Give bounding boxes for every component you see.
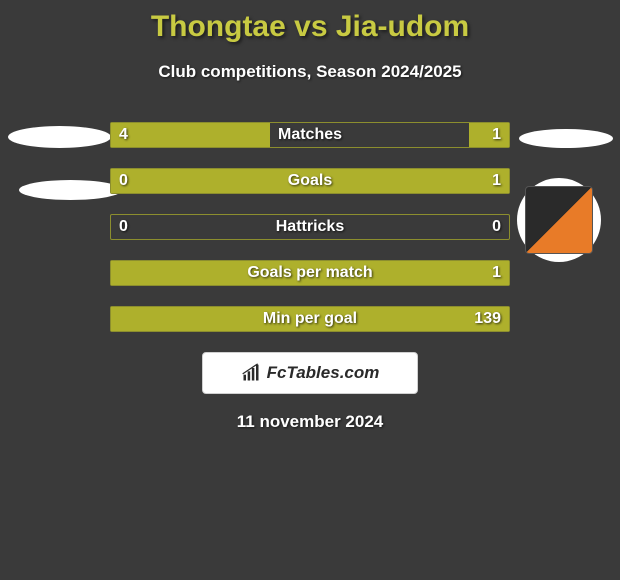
stats-chart: 4Matches10Goals10Hattricks0Goals per mat… [0, 122, 620, 332]
stat-value-right: 0 [492, 215, 501, 239]
fctables-label: FcTables.com [267, 363, 380, 383]
stat-value-right: 1 [492, 123, 501, 147]
stat-value-right: 139 [474, 307, 501, 331]
bar-right [111, 307, 509, 331]
stat-row: Min per goal139 [110, 306, 510, 332]
stat-value-left: 0 [119, 169, 128, 193]
date: 11 november 2024 [0, 412, 620, 432]
stat-value-left: 4 [119, 123, 128, 147]
bar-right [469, 123, 509, 147]
stat-row: 0Goals1 [110, 168, 510, 194]
stat-row: Goals per match1 [110, 260, 510, 286]
page-title: Thongtae vs Jia-udom [0, 10, 620, 44]
stat-row: 0Hattricks0 [110, 214, 510, 240]
stat-row: 4Matches1 [110, 122, 510, 148]
bar-right [111, 169, 509, 193]
bar-right [111, 261, 509, 285]
chart-icon [241, 363, 261, 383]
stat-value-right: 1 [492, 169, 501, 193]
stat-value-left: 0 [119, 215, 128, 239]
subtitle: Club competitions, Season 2024/2025 [0, 62, 620, 82]
stat-value-right: 1 [492, 261, 501, 285]
fctables-link[interactable]: FcTables.com [202, 352, 418, 394]
bar-left [111, 123, 270, 147]
stat-label: Hattricks [111, 215, 509, 239]
